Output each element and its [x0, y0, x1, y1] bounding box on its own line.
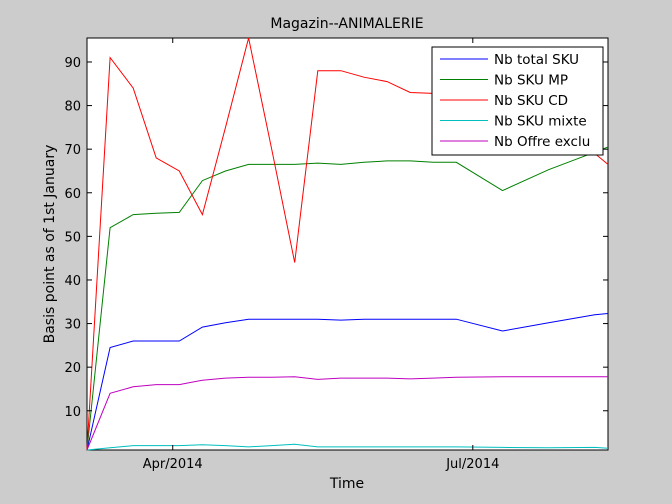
legend-label-1: Nb total SKU: [494, 52, 579, 68]
legend-label-5: Nb Offre exclu: [494, 134, 590, 150]
series-line-2: [86, 146, 609, 451]
series-line-5: [86, 376, 608, 451]
axis-layer: 10 20 30 40 50 60 70 80 90 Apr/2014 Jul/2014: [64, 38, 608, 472]
y-tick-label: 60: [64, 187, 81, 202]
x-axis-label: Time: [329, 476, 364, 492]
legend-label-2: Nb SKU MP: [494, 73, 568, 89]
y-tick-label: 50: [64, 230, 81, 245]
x-tick-label: Jul/2014: [445, 457, 499, 472]
series-line-4: [86, 443, 609, 451]
legend: Nb total SKU Nb SKU MP Nb SKU CD Nb SKU mix…: [431, 46, 604, 156]
y-axis-label: Basis point as of 1st January: [42, 145, 58, 344]
y-tick-label: 10: [64, 405, 81, 420]
y-tick-label: 20: [64, 361, 81, 376]
series-line-1: [86, 313, 609, 451]
legend-label-4: Nb SKU mixte: [494, 114, 587, 130]
legend-box: [431, 46, 604, 156]
y-tick-label: 30: [64, 318, 81, 333]
y-tick-label: 90: [64, 56, 81, 71]
legend-label-3: Nb SKU CD: [494, 93, 568, 109]
y-tick-label: 70: [64, 143, 81, 158]
x-tick-label: Apr/2014: [143, 457, 203, 472]
y-tick-label: 40: [64, 274, 81, 289]
y-tick-label: 80: [64, 100, 81, 115]
chart-title: Magazin--ANIMALERIE: [270, 16, 423, 32]
